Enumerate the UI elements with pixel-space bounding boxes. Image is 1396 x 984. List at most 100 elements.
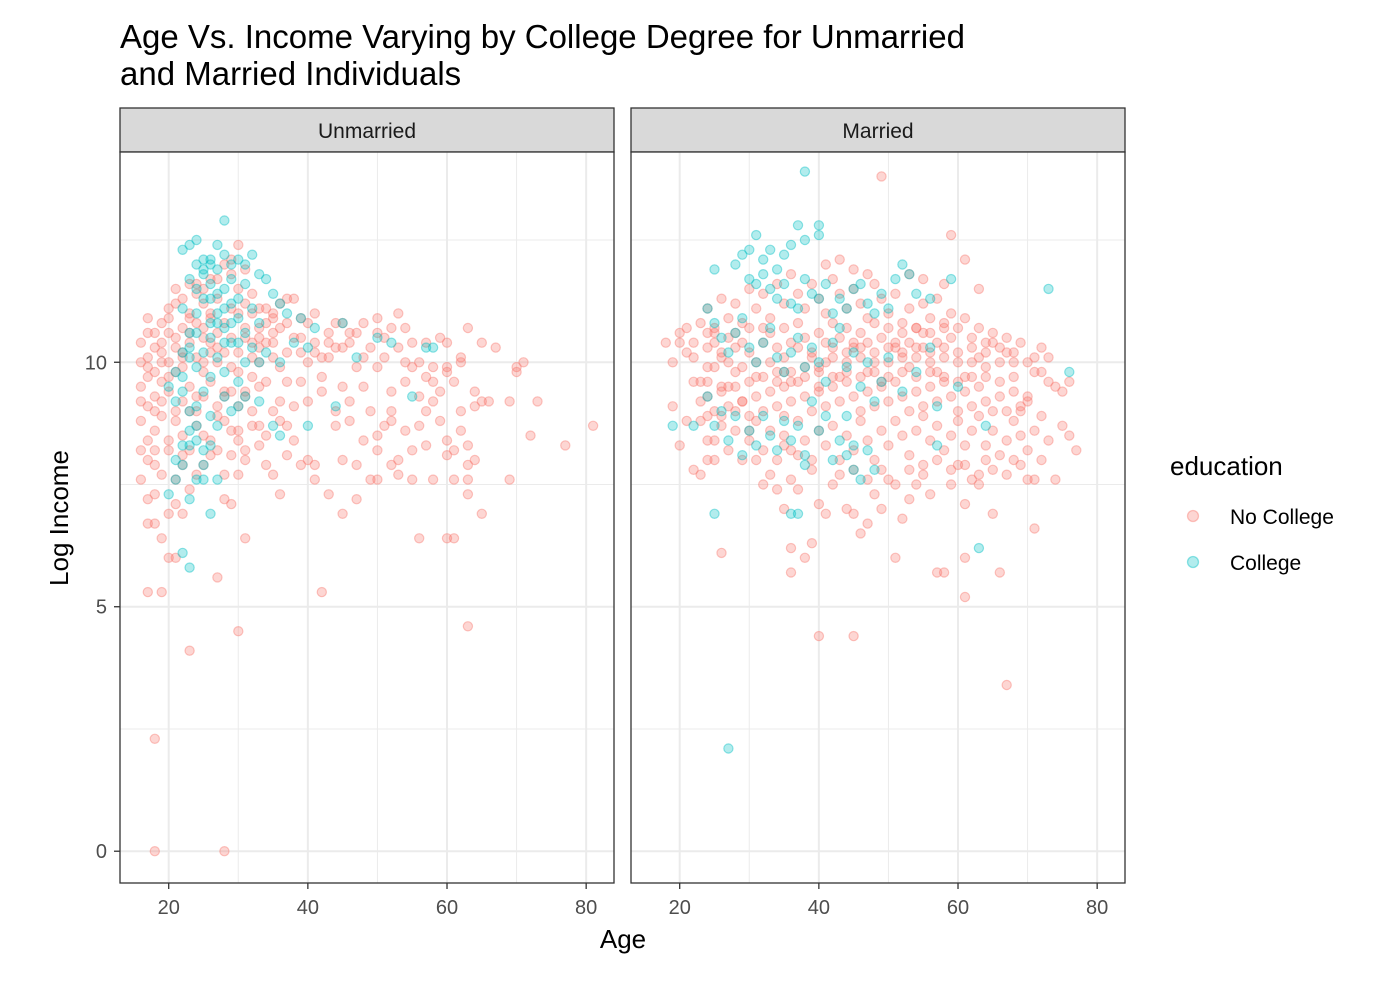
data-point xyxy=(751,371,762,383)
data-point xyxy=(295,347,307,358)
data-point xyxy=(233,313,244,324)
data-point xyxy=(973,381,985,392)
data-point xyxy=(758,337,769,348)
data-point xyxy=(462,489,474,500)
data-point xyxy=(758,371,769,383)
data-point xyxy=(163,327,174,339)
data-point xyxy=(841,361,852,373)
y-axis: 0 5 10 xyxy=(85,352,120,863)
data-point xyxy=(1001,679,1012,691)
data-point xyxy=(883,352,894,363)
data-point xyxy=(778,322,790,334)
data-point xyxy=(827,371,839,383)
data-point xyxy=(904,303,915,314)
data-point xyxy=(904,269,915,280)
data-point xyxy=(135,337,147,348)
data-point xyxy=(455,406,467,417)
data-point xyxy=(938,322,950,334)
data-point xyxy=(758,337,769,348)
data-point xyxy=(295,313,307,324)
data-point xyxy=(813,381,825,392)
data-point xyxy=(448,445,460,456)
data-point xyxy=(862,445,873,456)
data-point xyxy=(987,464,999,475)
data-point xyxy=(785,474,797,485)
data-point xyxy=(295,313,307,324)
data-point xyxy=(911,322,922,334)
data-point xyxy=(142,435,153,446)
data-point xyxy=(407,361,418,373)
data-point xyxy=(434,415,446,427)
data-point xyxy=(771,264,783,275)
data-point xyxy=(351,494,362,505)
data-point xyxy=(205,376,216,387)
data-point xyxy=(799,552,811,564)
chart-title-line-2: and Married Individuals xyxy=(120,55,461,92)
data-point xyxy=(806,538,818,549)
data-point xyxy=(212,357,223,368)
data-point xyxy=(973,469,985,480)
data-point xyxy=(281,376,293,387)
data-point xyxy=(156,469,167,480)
data-point xyxy=(226,298,237,309)
data-point xyxy=(441,435,453,446)
data-point xyxy=(952,381,964,392)
data-point xyxy=(254,420,265,431)
data-point xyxy=(246,352,258,363)
data-point xyxy=(911,479,922,490)
data-point xyxy=(219,249,230,260)
data-point xyxy=(799,450,811,461)
data-point xyxy=(1043,376,1054,387)
data-point xyxy=(987,406,999,417)
data-point xyxy=(695,469,706,480)
data-point xyxy=(883,371,894,383)
data-point xyxy=(1043,352,1054,363)
data-point xyxy=(198,293,209,304)
data-point xyxy=(177,347,188,358)
data-point xyxy=(233,425,244,436)
data-point xyxy=(379,352,390,363)
data-point xyxy=(751,357,762,368)
data-point xyxy=(135,357,147,368)
data-point xyxy=(723,401,734,412)
data-point xyxy=(716,332,727,343)
data-point xyxy=(184,445,195,456)
data-point xyxy=(876,464,887,475)
data-point xyxy=(337,508,348,519)
data-point xyxy=(890,288,901,299)
data-point xyxy=(365,406,376,417)
data-point xyxy=(959,459,971,471)
data-point xyxy=(813,293,825,304)
data-point xyxy=(841,430,852,441)
data-point xyxy=(170,332,181,343)
data-point xyxy=(205,337,216,348)
data-point xyxy=(309,347,320,358)
data-point xyxy=(876,503,887,515)
data-point xyxy=(904,464,915,475)
data-point xyxy=(952,406,964,417)
x-axis-title: Age xyxy=(600,924,646,954)
data-point xyxy=(758,288,769,299)
data-point xyxy=(316,352,327,363)
data-point xyxy=(966,474,978,485)
data-point xyxy=(925,327,936,339)
data-point xyxy=(191,327,202,339)
data-point xyxy=(959,254,971,265)
data-point xyxy=(834,396,845,407)
data-point xyxy=(778,410,790,422)
data-point xyxy=(841,303,852,314)
data-point xyxy=(952,322,964,334)
data-point xyxy=(799,234,811,246)
data-point xyxy=(1057,386,1068,397)
data-point xyxy=(302,396,314,407)
data-point xyxy=(267,469,279,480)
data-point xyxy=(532,396,543,407)
data-point xyxy=(709,435,720,446)
data-point xyxy=(205,254,216,265)
data-point xyxy=(170,474,181,485)
data-point xyxy=(254,357,265,368)
data-point xyxy=(709,420,720,431)
data-point xyxy=(267,327,279,339)
data-point xyxy=(260,459,272,471)
data-point xyxy=(149,733,160,745)
